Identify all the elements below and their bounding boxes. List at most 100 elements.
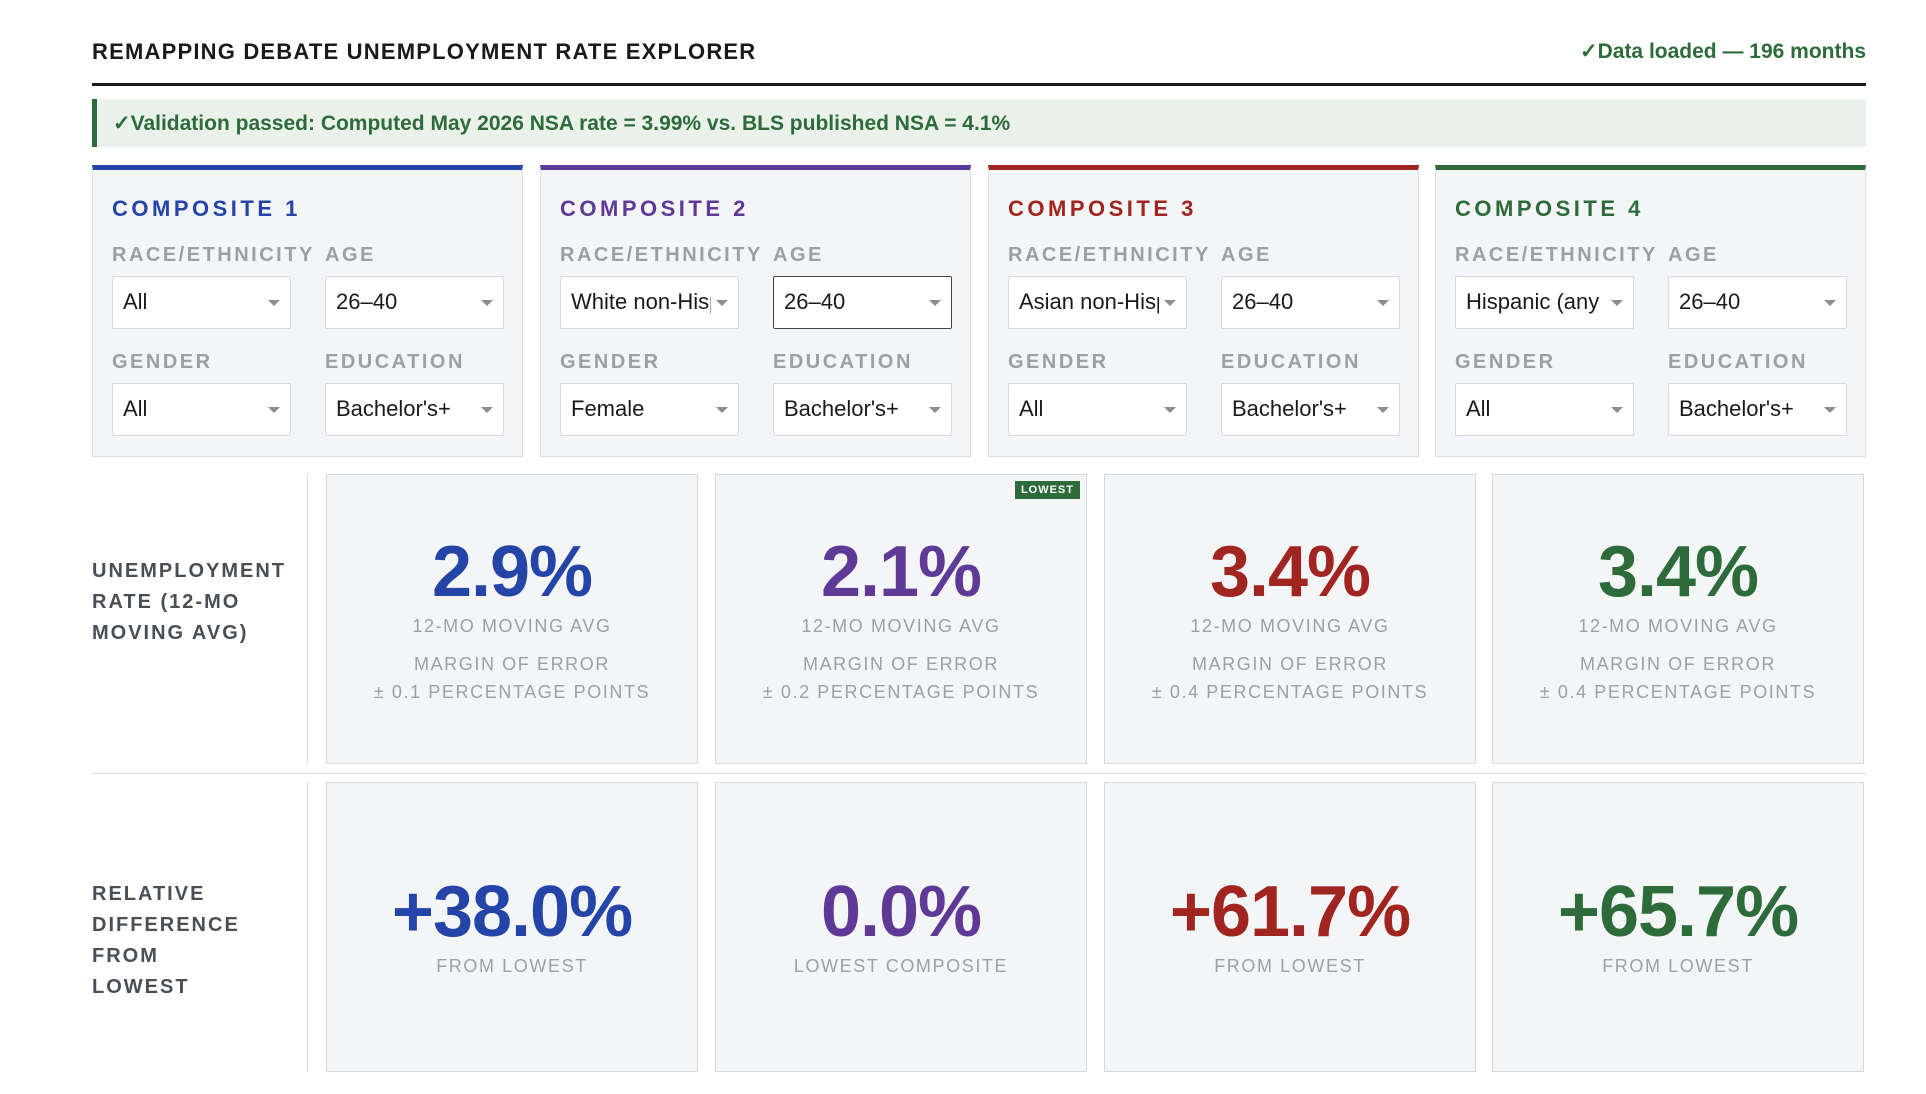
age-label: AGE: [773, 244, 824, 266]
chevron-down-icon: [929, 407, 941, 413]
age-select[interactable]: 26–40: [773, 276, 952, 329]
chevron-down-icon: [1377, 407, 1389, 413]
lowest-badge: LOWEST: [1014, 481, 1080, 499]
diff-row-label: RELATIVE DIFFERENCE FROM LOWEST: [92, 883, 240, 998]
education-label: EDUCATION: [325, 351, 465, 373]
education-label: EDUCATION: [1668, 351, 1808, 373]
rate-caption: 12-MO MOVING AVG: [1190, 616, 1390, 636]
chevron-down-icon: [716, 407, 728, 413]
diff-caption: FROM LOWEST: [1214, 956, 1366, 976]
rate-card-2: LOWEST 2.1% 12-MO MOVING AVG MARGIN OF E…: [715, 474, 1087, 764]
chevron-down-icon: [1824, 300, 1836, 306]
composite-title: COMPOSITE 4: [1455, 196, 1644, 221]
education-select[interactable]: Bachelor's+: [325, 383, 504, 436]
age-select-value: 26–40: [1679, 289, 1741, 314]
gender-select[interactable]: Female: [560, 383, 739, 436]
education-select-value: Bachelor's+: [336, 396, 451, 421]
gender-label: GENDER: [1455, 351, 1556, 373]
composite-title: COMPOSITE 2: [560, 196, 749, 221]
diff-caption: LOWEST COMPOSITE: [793, 956, 1009, 976]
row-divider-vertical: [307, 782, 308, 1072]
composite-panel-4: COMPOSITE 4 RACE/ETHNICITY AGE Hispanic …: [1435, 165, 1866, 457]
app-title: REMAPPING DEBATE UNEMPLOYMENT RATE EXPLO…: [92, 39, 757, 64]
age-select-value: 26–40: [336, 289, 398, 314]
race-label: RACE/ETHNICITY: [1008, 244, 1211, 266]
validation-message: ✓Validation passed: Computed May 2026 NS…: [113, 112, 1011, 135]
education-select[interactable]: Bachelor's+: [773, 383, 952, 436]
data-loaded-status: ✓Data loaded — 196 months: [1580, 40, 1866, 63]
chevron-down-icon: [268, 300, 280, 306]
rate-card-3: 3.4% 12-MO MOVING AVG MARGIN OF ERROR ± …: [1104, 474, 1476, 764]
diff-caption: FROM LOWEST: [1602, 956, 1754, 976]
diff-card-4: +65.7% FROM LOWEST: [1492, 782, 1864, 1072]
education-select-value: Bachelor's+: [1679, 396, 1794, 421]
diff-value: +38.0%: [391, 872, 633, 952]
rate-value: 3.4%: [1209, 532, 1371, 612]
moe-value: ± 0.4 PERCENTAGE POINTS: [1151, 682, 1429, 702]
race-select-value: Hispanic (any race): [1466, 289, 1606, 314]
rate-value: 3.4%: [1597, 532, 1759, 612]
age-select[interactable]: 26–40: [325, 276, 504, 329]
diff-value: +65.7%: [1557, 872, 1799, 952]
age-select[interactable]: 26–40: [1668, 276, 1847, 329]
validation-banner: ✓Validation passed: Computed May 2026 NS…: [92, 99, 1866, 147]
education-select-value: Bachelor's+: [1232, 396, 1347, 421]
chevron-down-icon: [481, 300, 493, 306]
moe-value: ± 0.4 PERCENTAGE POINTS: [1539, 682, 1817, 702]
chevron-down-icon: [1611, 407, 1623, 413]
moe-title: MARGIN OF ERROR: [413, 654, 610, 674]
diff-card-3: +61.7% FROM LOWEST: [1104, 782, 1476, 1072]
race-label: RACE/ETHNICITY: [560, 244, 763, 266]
race-select[interactable]: Hispanic (any race): [1455, 276, 1634, 329]
diff-caption: FROM LOWEST: [436, 956, 588, 976]
age-label: AGE: [1221, 244, 1272, 266]
rate-value: 2.1%: [820, 532, 982, 612]
gender-select-value: All: [1466, 396, 1491, 421]
race-label: RACE/ETHNICITY: [112, 244, 315, 266]
age-select-value: 26–40: [784, 289, 846, 314]
rate-row-label: UNEMPLOYMENT RATE (12-MO MOVING AVG): [92, 560, 286, 644]
row-divider-vertical: [307, 474, 308, 764]
gender-select[interactable]: All: [112, 383, 291, 436]
moe-title: MARGIN OF ERROR: [1579, 654, 1776, 674]
race-select[interactable]: All: [112, 276, 291, 329]
row-divider-horizontal: [92, 773, 1866, 774]
rate-caption: 12-MO MOVING AVG: [1578, 616, 1778, 636]
gender-select[interactable]: All: [1008, 383, 1187, 436]
gender-label: GENDER: [560, 351, 661, 373]
age-label: AGE: [325, 244, 376, 266]
chevron-down-icon: [716, 300, 728, 306]
race-select-value: All: [123, 289, 148, 314]
education-select[interactable]: Bachelor's+: [1668, 383, 1847, 436]
chevron-down-icon: [1377, 300, 1389, 306]
age-select-value: 26–40: [1232, 289, 1294, 314]
rate-caption: 12-MO MOVING AVG: [801, 616, 1001, 636]
chevron-down-icon: [1824, 407, 1836, 413]
composite-title: COMPOSITE 1: [112, 196, 301, 221]
education-label: EDUCATION: [773, 351, 913, 373]
composite-panel-1: COMPOSITE 1 RACE/ETHNICITY AGE All 26–40…: [92, 165, 523, 457]
diff-value: 0.0%: [820, 872, 982, 952]
moe-value: ± 0.1 PERCENTAGE POINTS: [373, 682, 651, 702]
age-select[interactable]: 26–40: [1221, 276, 1400, 329]
race-select-value: White non-Hispanic: [571, 289, 711, 314]
moe-title: MARGIN OF ERROR: [1191, 654, 1388, 674]
rate-card-4: 3.4% 12-MO MOVING AVG MARGIN OF ERROR ± …: [1492, 474, 1864, 764]
chevron-down-icon: [1164, 300, 1176, 306]
education-select[interactable]: Bachelor's+: [1221, 383, 1400, 436]
chevron-down-icon: [1611, 300, 1623, 306]
moe-value: ± 0.2 PERCENTAGE POINTS: [762, 682, 1040, 702]
header: REMAPPING DEBATE UNEMPLOYMENT RATE EXPLO…: [92, 34, 1866, 86]
education-select-value: Bachelor's+: [784, 396, 899, 421]
rate-value: 2.9%: [431, 532, 593, 612]
diff-card-1: +38.0% FROM LOWEST: [326, 782, 698, 1072]
chevron-down-icon: [268, 407, 280, 413]
gender-select-value: Female: [571, 396, 645, 421]
moe-title: MARGIN OF ERROR: [802, 654, 999, 674]
diff-card-2: 0.0% LOWEST COMPOSITE: [715, 782, 1087, 1072]
race-select[interactable]: White non-Hispanic: [560, 276, 739, 329]
race-label: RACE/ETHNICITY: [1455, 244, 1658, 266]
race-select[interactable]: Asian non-Hispanic: [1008, 276, 1187, 329]
gender-select[interactable]: All: [1455, 383, 1634, 436]
diff-value: +61.7%: [1169, 872, 1411, 952]
